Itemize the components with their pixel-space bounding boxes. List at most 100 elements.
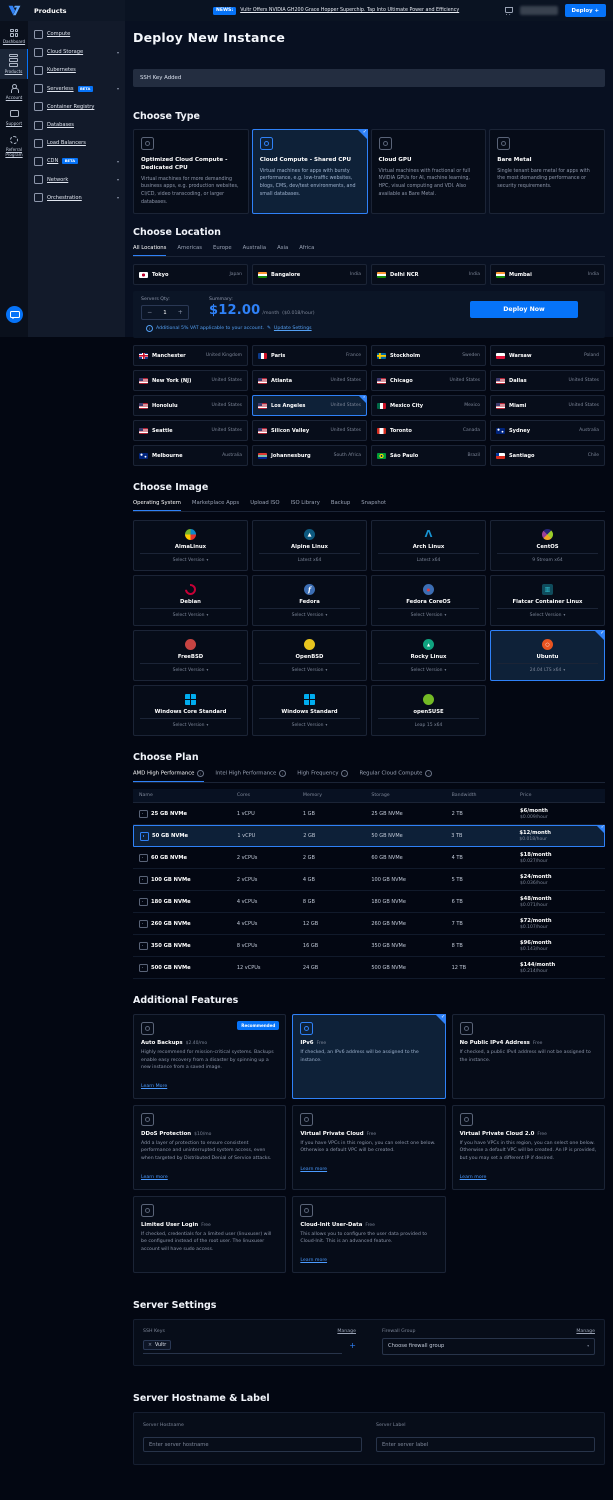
location-card-silicon-valley[interactable]: Silicon Valley United States	[252, 420, 367, 442]
server-label-input[interactable]	[376, 1437, 595, 1453]
type-card-cloud-compute-shared-cpu[interactable]: Cloud Compute - Shared CPU Virtual machin…	[251, 129, 368, 215]
ssh-key-chip[interactable]: × Vultr	[143, 1340, 172, 1351]
sidebar-item-container-registry[interactable]: Container Registry	[28, 98, 125, 116]
learn-more-link[interactable]: Learn more	[300, 1166, 328, 1172]
location-card-santiago[interactable]: Santiago Chile	[490, 445, 605, 467]
location-card-miami[interactable]: Miami United States	[490, 395, 605, 417]
image-tab-snapshot[interactable]: Snapshot	[361, 500, 387, 507]
image-version-select[interactable]: 9 Stream x64	[532, 557, 563, 563]
image-version-select[interactable]: Select Version ▾	[172, 667, 209, 673]
news-link[interactable]: Vultr Offers NVIDIA GH200 Grace Hopper S…	[240, 8, 460, 13]
location-card-tokyo[interactable]: Tokyo Japan	[133, 264, 248, 286]
feature-card-cloud-init-user-data[interactable]: Cloud-Init User-Data Free This allows you …	[292, 1195, 446, 1273]
sidebar-item-orchestration[interactable]: Orchestration ▾	[28, 189, 125, 207]
image-version-select[interactable]: Select Version ▾	[291, 667, 328, 673]
image-card-ubuntu[interactable]: ○ Ubuntu 24.04 LTS x64 ▾	[490, 630, 605, 682]
qty-plus-button[interactable]: +	[177, 309, 183, 317]
type-card-cloud-gpu[interactable]: Cloud GPU Virtual machines with fractiona…	[370, 129, 487, 215]
location-card-bangalore[interactable]: Bangalore India	[252, 264, 367, 286]
image-version-select[interactable]: Select Version ▾	[172, 722, 209, 728]
image-card-rocky-linux[interactable]: ▲ Rocky Linux Select Version ▾	[371, 630, 486, 682]
location-card-los-angeles[interactable]: Los Angeles United States	[252, 395, 367, 417]
image-card-freebsd[interactable]: FreeBSD Select Version ▾	[133, 630, 248, 682]
plan-tab-intel-high-performance[interactable]: Intel High Performance i	[215, 768, 287, 782]
rail-item-products[interactable]: Products	[0, 49, 28, 80]
location-tab-australia[interactable]: Australia	[242, 245, 267, 252]
firewall-select[interactable]: Choose firewall group ▾	[382, 1337, 595, 1355]
location-card-atlanta[interactable]: Atlanta United States	[252, 370, 367, 392]
add-ssh-key-icon[interactable]: +	[349, 1340, 356, 1350]
plan-tab-amd-high-performance[interactable]: AMD High Performance i	[133, 768, 205, 783]
firewall-manage-link[interactable]: Manage	[576, 1328, 595, 1334]
image-version-select[interactable]: Select Version ▾	[172, 612, 209, 618]
feature-card-ddos-protection[interactable]: DDoS Protection $10/mo Add a layer of prot…	[133, 1104, 287, 1190]
location-tab-all-locations[interactable]: All Locations	[133, 243, 167, 257]
feature-card-auto-backups[interactable]: Recommended Auto Backups $2.40/mo Highly re…	[133, 1014, 287, 1099]
image-version-select[interactable]: Select Version ▾	[291, 612, 328, 618]
account-balance-blurred[interactable]	[519, 6, 558, 15]
image-tab-iso-library[interactable]: ISO Library	[290, 500, 320, 507]
type-card-optimized-cloud-compute-dedicated-cpu[interactable]: Optimized Cloud Compute - Dedicated CPU V…	[133, 129, 249, 215]
image-card-fedora[interactable]: f Fedora Select Version ▾	[252, 575, 367, 627]
image-version-select[interactable]: Latest x64	[416, 557, 441, 563]
plan-row-500-gb-nvme[interactable]: 500 GB NVMe 12 vCPUs 24 GB 500 GB NVMe 12 TB…	[133, 957, 605, 980]
plan-tab-high-frequency[interactable]: High Frequency i	[297, 768, 349, 782]
server-hostname-input[interactable]	[143, 1437, 362, 1453]
type-card-bare-metal[interactable]: Bare Metal Single tenant bare metal for a…	[489, 129, 605, 215]
plan-row-25-gb-nvme[interactable]: 25 GB NVMe 1 vCPU 1 GB 25 GB NVMe 2 TB $6/mon…	[133, 803, 605, 826]
plan-row-60-gb-nvme[interactable]: 60 GB NVMe 2 vCPUs 2 GB 60 GB NVMe 4 TB $18/m…	[133, 847, 605, 870]
sidebar-item-cdn[interactable]: CDN BETA ▾	[28, 152, 125, 170]
plan-row-100-gb-nvme[interactable]: 100 GB NVMe 2 vCPUs 4 GB 100 GB NVMe 5 TB $24…	[133, 869, 605, 892]
image-card-debian[interactable]: Debian Select Version ▾	[133, 575, 248, 627]
feature-card-virtual-private-cloud[interactable]: Virtual Private Cloud Free If you have VPC…	[292, 1104, 446, 1190]
image-tab-upload-iso[interactable]: Upload ISO	[250, 500, 280, 507]
location-card-johannesburg[interactable]: Johannesburg South Africa	[252, 445, 367, 467]
rail-item-support[interactable]: Support	[0, 105, 28, 131]
sidebar-item-network[interactable]: Network ▾	[28, 171, 125, 189]
deploy-plus-button[interactable]: Deploy +	[564, 4, 606, 17]
image-version-select[interactable]: Latest x64	[297, 557, 322, 563]
rail-item-referral-program[interactable]: Referral Program	[0, 131, 28, 162]
learn-more-link[interactable]: Learn More	[141, 1083, 168, 1089]
remove-chip-icon[interactable]: ×	[148, 1342, 153, 1348]
plan-row-180-gb-nvme[interactable]: 180 GB NVMe 4 vCPUs 8 GB 180 GB NVMe 6 TB $48…	[133, 891, 605, 914]
location-card-delhi-ncr[interactable]: Delhi NCR India	[371, 264, 486, 286]
location-card-s-o-paulo[interactable]: São Paulo Brazil	[371, 445, 486, 467]
location-card-warsaw[interactable]: Warsaw Poland	[490, 345, 605, 367]
location-card-seattle[interactable]: Seattle United States	[133, 420, 248, 442]
plan-row-260-gb-nvme[interactable]: 260 GB NVMe 4 vCPUs 12 GB 260 GB NVMe 7 TB $7…	[133, 913, 605, 936]
sidebar-item-cloud-storage[interactable]: Cloud Storage ▾	[28, 43, 125, 61]
location-tab-asia[interactable]: Asia	[277, 245, 289, 252]
ssh-keys-field[interactable]: × Vultr	[143, 1338, 343, 1354]
feature-card-no-public-ipv4-address[interactable]: No Public IPv4 Address Free If checked, a …	[451, 1014, 605, 1099]
image-version-select[interactable]: Select Version ▾	[172, 557, 209, 563]
location-card-sydney[interactable]: Sydney Australia	[490, 420, 605, 442]
plan-row-350-gb-nvme[interactable]: 350 GB NVMe 8 vCPUs 16 GB 350 GB NVMe 8 TB $9…	[133, 935, 605, 958]
cart-icon[interactable]	[504, 6, 513, 15]
sidebar-item-databases[interactable]: Databases	[28, 116, 125, 134]
location-card-dallas[interactable]: Dallas United States	[490, 370, 605, 392]
learn-more-link[interactable]: Learn more	[300, 1257, 328, 1263]
image-card-fedora-coreos[interactable]: ● Fedora CoreOS Select Version ▾	[371, 575, 486, 627]
image-card-opensuse[interactable]: openSUSE Leap 15 x64	[371, 685, 486, 737]
rail-item-account[interactable]: Account	[0, 79, 28, 105]
location-card-new-york-nj[interactable]: New York (NJ) United States	[133, 370, 248, 392]
image-version-select[interactable]: Select Version ▾	[291, 722, 328, 728]
location-card-mumbai[interactable]: Mumbai India	[490, 264, 605, 286]
learn-more-link[interactable]: Learn more	[141, 1174, 168, 1180]
feature-card-limited-user-login[interactable]: Limited User Login Free If checked, creden…	[133, 1195, 287, 1273]
rail-item-dashboard[interactable]: Dashboard	[0, 24, 28, 49]
location-card-manchester[interactable]: Manchester United Kingdom	[133, 345, 248, 367]
deploy-now-button[interactable]: Deploy Now	[470, 301, 578, 319]
image-tab-marketplace-apps[interactable]: Marketplace Apps	[191, 500, 240, 507]
feature-card-virtual-private-cloud-2-0[interactable]: Virtual Private Cloud 2.0 Free If you have…	[451, 1104, 605, 1190]
quantity-stepper[interactable]: − 1 +	[141, 305, 189, 321]
location-tab-africa[interactable]: Africa	[299, 245, 315, 252]
products-menu[interactable]: Products	[34, 6, 67, 15]
location-card-melbourne[interactable]: Melbourne Australia	[133, 445, 248, 467]
plan-row-50-gb-nvme[interactable]: 50 GB NVMe 1 vCPU 2 GB 50 GB NVMe 3 TB $12/mo…	[133, 825, 605, 848]
chat-support-button[interactable]	[6, 306, 23, 323]
sidebar-item-serverless[interactable]: Serverless BETA ▾	[28, 80, 125, 98]
location-card-mexico-city[interactable]: Mexico City Mexico	[371, 395, 486, 417]
location-card-chicago[interactable]: Chicago United States	[371, 370, 486, 392]
